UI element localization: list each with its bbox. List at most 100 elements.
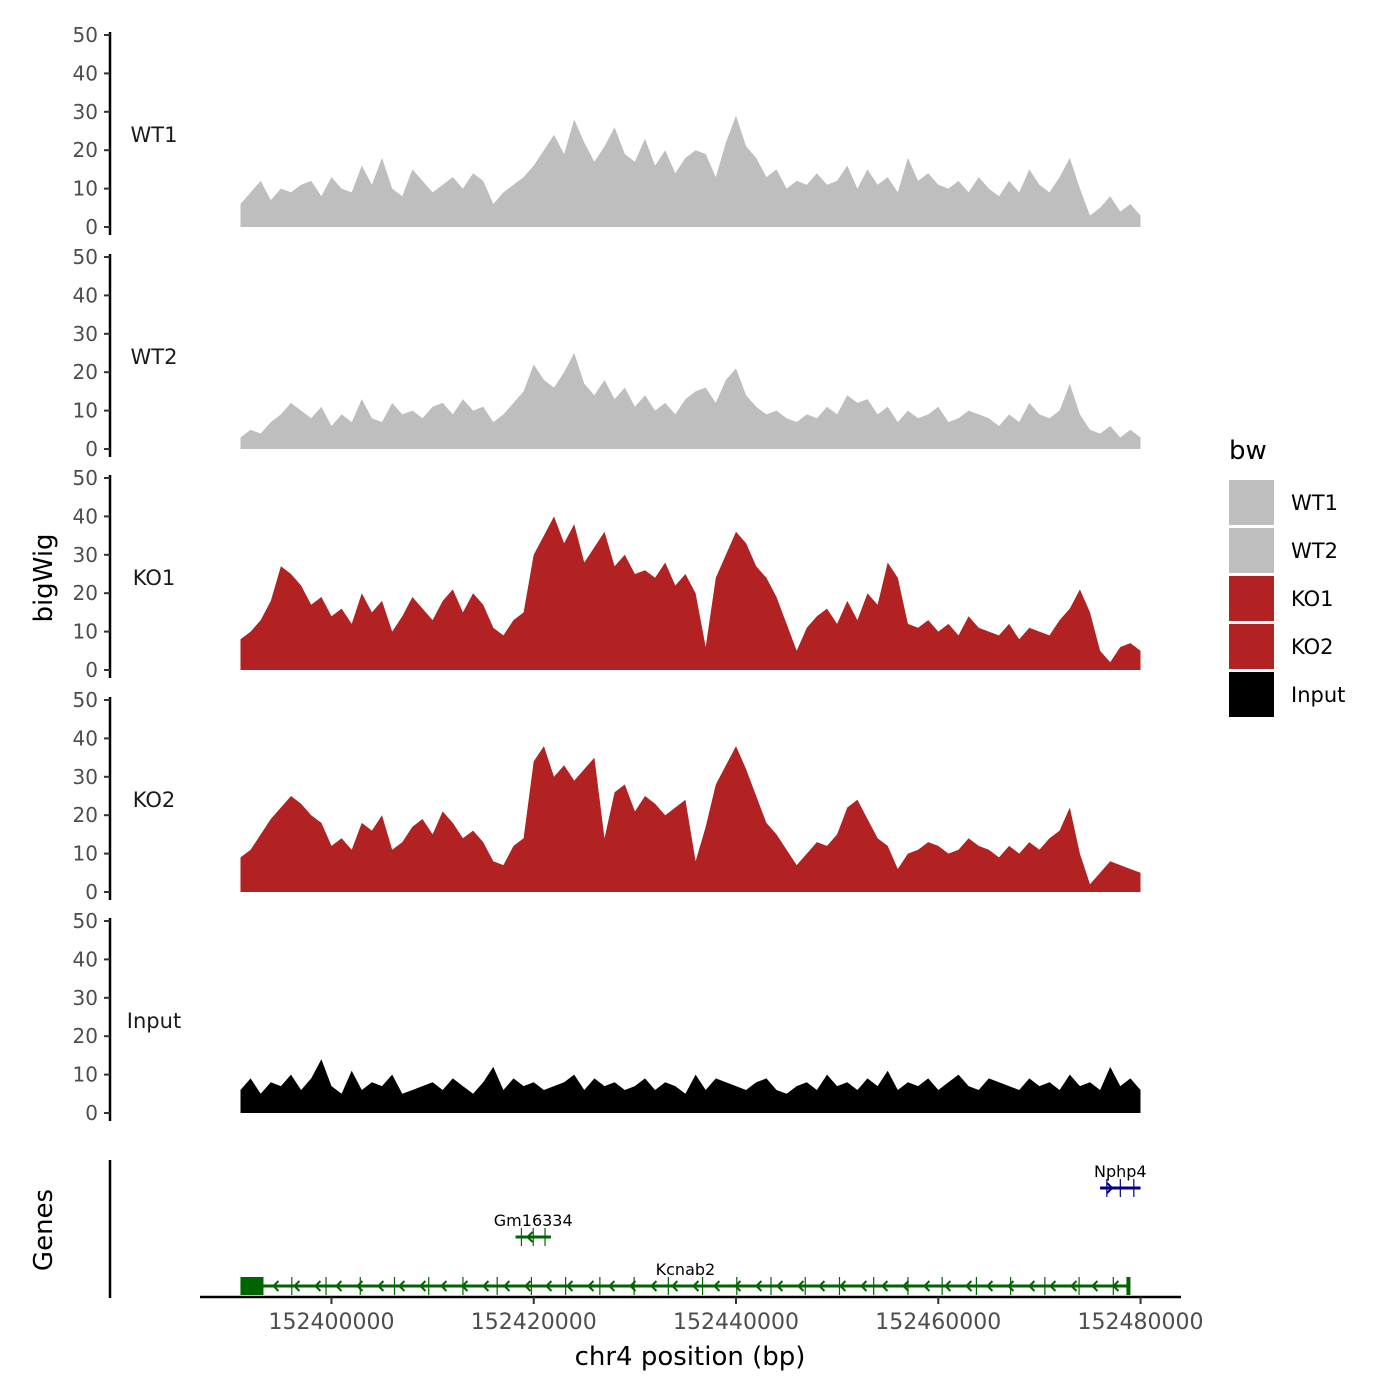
strand-arrow	[923, 1280, 931, 1292]
strand-arrow	[776, 1280, 784, 1292]
x-axis: 152400000 152420000 152440000 152460000 1524…	[200, 1295, 1204, 1335]
y-tick-label: 40	[73, 726, 98, 750]
gene-label: Gm16334	[494, 1211, 573, 1230]
y-tick-label: 30	[73, 765, 98, 789]
strand-arrow	[377, 1280, 385, 1292]
gene-gm16334: Gm16334	[494, 1211, 573, 1246]
legend-label: Input	[1291, 683, 1345, 707]
strand-arrow	[1049, 1280, 1057, 1292]
strand-arrow	[608, 1280, 616, 1292]
strand-arrow	[839, 1280, 847, 1292]
strand-arrow	[713, 1280, 721, 1292]
y-tick-label: 30	[73, 100, 98, 124]
strand-arrow	[902, 1280, 910, 1292]
legend-key-input	[1229, 672, 1274, 717]
track-ko1: 0 10 20 30 40 50 KO1	[73, 466, 1141, 682]
strand-arrow	[566, 1280, 574, 1292]
strand-arrow	[797, 1280, 805, 1292]
gene-label: Kcnab2	[656, 1260, 716, 1279]
track-wt1: 0 10 20 30 40 50 WT1	[73, 23, 1141, 239]
strand-arrow	[650, 1280, 658, 1292]
strand-arrow	[1028, 1280, 1036, 1292]
strand-arrow	[440, 1280, 448, 1292]
y-tick-label: 50	[73, 909, 98, 933]
strand-arrow	[1007, 1280, 1015, 1292]
y-tick-label: 10	[73, 620, 98, 644]
legend-label: KO1	[1291, 587, 1334, 611]
strand-arrow	[1091, 1280, 1099, 1292]
y-tick-label: 20	[73, 581, 98, 605]
strand-arrow	[587, 1280, 595, 1292]
strand-arrow	[272, 1280, 280, 1292]
x-tick-label: 152440000	[673, 1310, 799, 1335]
strand-arrow	[755, 1280, 763, 1292]
strand-arrow	[503, 1280, 511, 1292]
y-tick-label: 20	[73, 138, 98, 162]
y-tick-label: 50	[73, 245, 98, 269]
y-tick-label: 50	[73, 23, 98, 47]
y-tick-label: 20	[73, 803, 98, 827]
x-tick-label: 152420000	[471, 1310, 597, 1335]
strand-arrow	[1070, 1280, 1078, 1292]
x-tick-label: 152480000	[1078, 1310, 1204, 1335]
legend-key-wt2	[1229, 528, 1274, 573]
strand-arrow	[482, 1280, 490, 1292]
strand-arrow	[671, 1280, 679, 1292]
y-tick-label: 20	[73, 1024, 98, 1048]
coverage-area	[240, 353, 1141, 449]
track-label: KO2	[133, 788, 176, 812]
track-ko2: 0 10 20 30 40 50 KO2	[73, 688, 1141, 904]
y-tick-label: 10	[73, 177, 98, 201]
legend-label: WT2	[1291, 539, 1338, 563]
strand-arrow	[419, 1280, 427, 1292]
genes-panel: Nphp4 Gm16334 Kcnab2	[108, 1160, 1147, 1298]
y-tick-label: 40	[73, 61, 98, 85]
track-label: WT2	[131, 345, 178, 369]
coverage-area	[240, 1059, 1141, 1113]
legend-key-ko1	[1229, 576, 1274, 621]
y-tick-label: 0	[85, 658, 98, 682]
y-tick-label: 10	[73, 399, 98, 423]
utr-block	[240, 1277, 264, 1295]
strand-arrow	[1106, 1182, 1114, 1194]
track-label: Input	[127, 1009, 181, 1033]
coverage-area	[240, 516, 1141, 670]
gene-nphp4: Nphp4	[1094, 1162, 1147, 1197]
strand-arrow	[335, 1280, 343, 1292]
coverage-area	[240, 746, 1141, 892]
x-tick-label: 152460000	[875, 1310, 1001, 1335]
strand-arrow	[526, 1231, 534, 1243]
strand-arrow	[524, 1280, 532, 1292]
y-tick-label: 20	[73, 360, 98, 384]
strand-arrow	[944, 1280, 952, 1292]
y-tick-label: 0	[85, 880, 98, 904]
strand-arrow	[860, 1280, 868, 1292]
y-axis-title: bigWig	[29, 533, 59, 622]
strand-arrow	[818, 1280, 826, 1292]
legend-key-ko2	[1229, 624, 1274, 669]
strand-arrow	[986, 1280, 994, 1292]
x-tick-label: 152400000	[268, 1310, 394, 1335]
track-label: KO1	[133, 566, 176, 590]
strand-arrow	[398, 1280, 406, 1292]
track-wt2: 0 10 20 30 40 50 WT2	[73, 245, 1141, 461]
coverage-tracks: 0 10 20 30 40 50 WT1 0 10 20 30 40 50 WT2 0 10 20 30 40 50 K…	[73, 23, 1141, 1125]
strand-arrow	[314, 1280, 322, 1292]
y-tick-label: 10	[73, 842, 98, 866]
y-tick-label: 40	[73, 504, 98, 528]
legend-title: bw	[1229, 436, 1267, 466]
strand-arrow	[965, 1280, 973, 1292]
y-tick-label: 40	[73, 947, 98, 971]
y-tick-label: 40	[73, 283, 98, 307]
y-tick-label: 0	[85, 215, 98, 239]
legend-label: WT1	[1291, 491, 1338, 515]
x-axis-title: chr4 position (bp)	[575, 1342, 806, 1372]
y-tick-label: 30	[73, 986, 98, 1010]
exon-block	[1126, 1277, 1131, 1295]
legend: bw WT1 WT2 KO1 KO2 Input	[1229, 436, 1345, 717]
strand-arrow	[545, 1280, 553, 1292]
genes-axis-title: Genes	[29, 1189, 59, 1271]
y-tick-label: 10	[73, 1063, 98, 1087]
y-tick-label: 30	[73, 543, 98, 567]
